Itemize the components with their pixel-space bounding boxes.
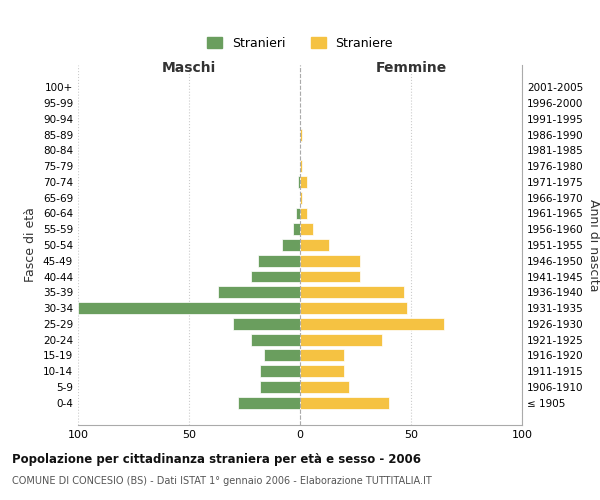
Bar xyxy=(300,208,307,220)
Bar xyxy=(282,239,300,251)
Text: Femmine: Femmine xyxy=(376,60,446,74)
Bar xyxy=(218,286,300,298)
Bar xyxy=(300,239,329,251)
Bar xyxy=(260,366,300,377)
Bar xyxy=(265,350,300,362)
Bar xyxy=(300,224,313,235)
Y-axis label: Anni di nascita: Anni di nascita xyxy=(587,198,600,291)
Bar xyxy=(233,318,300,330)
Text: Maschi: Maschi xyxy=(162,60,216,74)
Bar xyxy=(78,302,300,314)
Bar xyxy=(251,334,300,345)
Bar xyxy=(300,176,307,188)
Bar xyxy=(238,397,300,408)
Bar xyxy=(260,381,300,393)
Bar xyxy=(258,255,300,266)
Bar xyxy=(300,381,349,393)
Legend: Stranieri, Straniere: Stranieri, Straniere xyxy=(202,32,398,54)
Bar xyxy=(300,160,302,172)
Bar xyxy=(300,286,404,298)
Bar xyxy=(300,350,344,362)
Bar xyxy=(300,128,302,140)
Bar xyxy=(300,397,389,408)
Bar xyxy=(300,192,302,203)
Bar xyxy=(300,270,360,282)
Text: COMUNE DI CONCESIO (BS) - Dati ISTAT 1° gennaio 2006 - Elaborazione TUTTITALIA.I: COMUNE DI CONCESIO (BS) - Dati ISTAT 1° … xyxy=(12,476,432,486)
Bar xyxy=(296,208,300,220)
Bar xyxy=(300,255,360,266)
Bar xyxy=(300,318,444,330)
Y-axis label: Fasce di età: Fasce di età xyxy=(25,208,37,282)
Text: Popolazione per cittadinanza straniera per età e sesso - 2006: Popolazione per cittadinanza straniera p… xyxy=(12,452,421,466)
Bar xyxy=(300,366,344,377)
Bar xyxy=(293,224,300,235)
Bar xyxy=(300,334,382,345)
Bar xyxy=(298,176,300,188)
Bar xyxy=(251,270,300,282)
Bar xyxy=(300,302,407,314)
